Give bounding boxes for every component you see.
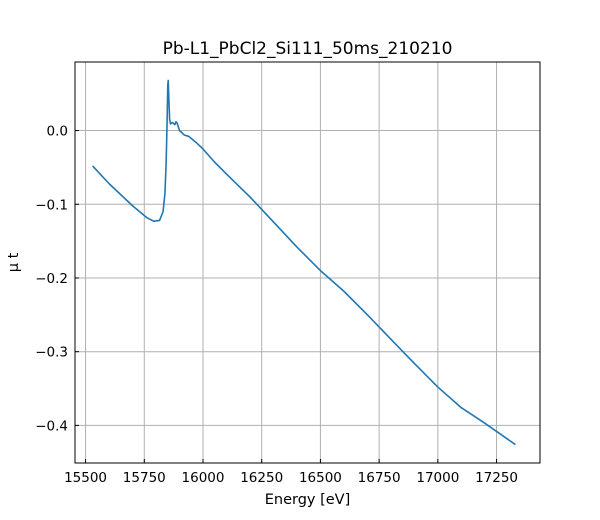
y-axis-label: μ t <box>6 252 22 272</box>
x-tick-label: 16000 <box>182 470 225 486</box>
x-tick-label: 15750 <box>123 470 166 486</box>
x-tick-label: 17250 <box>475 470 518 486</box>
y-tick-label: 0.0 <box>47 124 68 140</box>
x-axis-label: Energy [eV] <box>265 492 351 508</box>
x-tick-label: 16750 <box>358 470 401 486</box>
series-line <box>92 79 516 446</box>
x-axis: 15500 15750 16000 16250 16500 16750 17000 17250 <box>64 459 518 486</box>
x-tick-label: 17000 <box>416 470 459 486</box>
plot-frame <box>74 61 541 464</box>
x-tick-label: 16250 <box>240 470 283 486</box>
y-tick-label: −0.2 <box>35 271 68 287</box>
x-tick-label: 16500 <box>299 470 342 486</box>
y-tick-label: −0.3 <box>35 345 68 361</box>
chart-title: Pb-L1_PbCl2_Si111_50ms_210210 <box>163 39 453 59</box>
y-tick-label: −0.4 <box>35 418 68 434</box>
x-tick-label: 15500 <box>64 470 107 486</box>
y-tick-label: −0.1 <box>35 197 68 213</box>
grid <box>75 62 540 463</box>
y-axis: 0.0 −0.1 −0.2 −0.3 −0.4 <box>35 124 79 434</box>
